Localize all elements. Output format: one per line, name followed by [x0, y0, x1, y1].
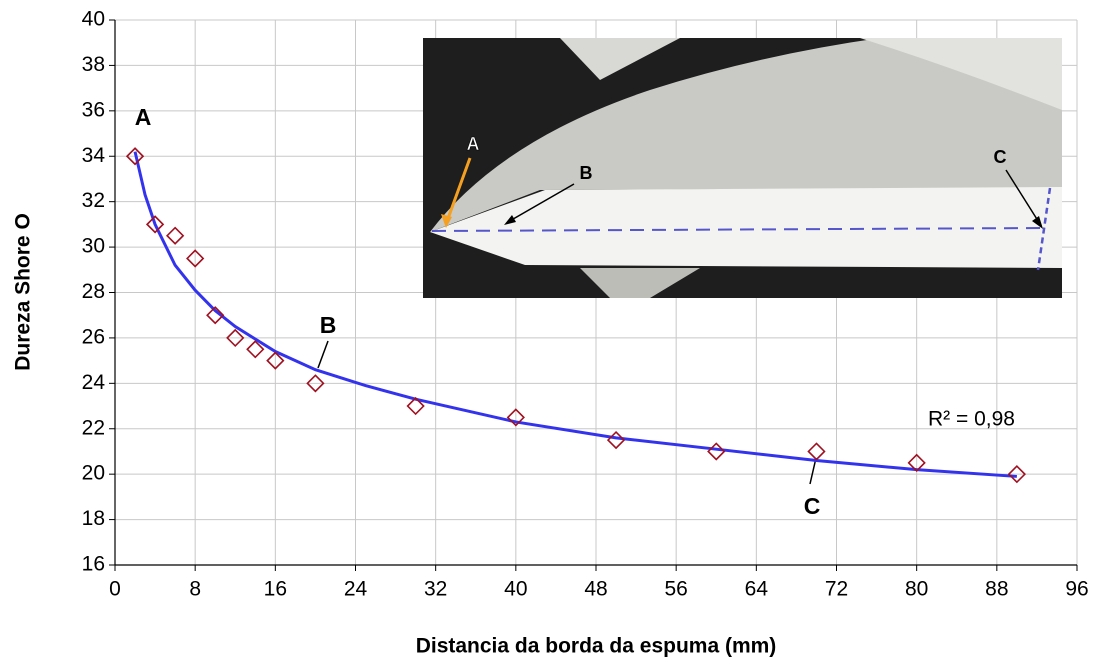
marker	[165, 226, 185, 245]
x-tick-label: 80	[905, 578, 928, 601]
marker	[206, 306, 225, 325]
x-tick-label: 72	[825, 578, 848, 601]
x-tick-label: 48	[584, 578, 607, 601]
photo-dashed-line	[1036, 187, 1052, 271]
annotation: R² = 0,98	[928, 408, 1015, 431]
photo-label: C	[994, 147, 1007, 167]
x-tick-label: 64	[745, 578, 769, 601]
marker	[125, 147, 145, 166]
marker	[506, 408, 525, 427]
photo-label: A	[467, 134, 480, 154]
y-tick-label: 34	[82, 144, 106, 167]
inset-photo: A B C	[423, 38, 1062, 298]
photo-label: B	[580, 163, 593, 183]
x-tick-label: 0	[109, 578, 121, 601]
photo-arrowhead	[1032, 216, 1043, 229]
marker	[606, 430, 626, 450]
photo-foam-top	[430, 38, 1062, 232]
x-tick-label: 16	[264, 578, 287, 601]
x-axis-title: Distancia da borda da espuma (mm)	[416, 635, 777, 658]
marker	[406, 396, 425, 416]
photo-dashed-line	[431, 227, 1046, 232]
annotation-leader	[809, 457, 817, 485]
y-tick-label: 32	[82, 189, 105, 212]
marker	[145, 215, 165, 234]
y-tick-label: 40	[82, 8, 105, 31]
y-tick-label: 38	[82, 53, 105, 76]
photo-foam-lower	[580, 268, 700, 298]
marker	[246, 340, 265, 359]
marker	[707, 442, 726, 461]
photo-foam-cut	[430, 187, 1062, 268]
photo-foam-back	[560, 38, 680, 80]
x-tick-label: 56	[664, 578, 687, 601]
x-tick-label: 32	[424, 578, 447, 601]
x-tick-label: 24	[344, 578, 368, 601]
photo-arrow	[444, 157, 472, 225]
photo-highlight	[860, 38, 1062, 110]
annotation-leader	[317, 340, 329, 369]
x-tick-label: 96	[1065, 578, 1088, 601]
annotation: C	[804, 493, 821, 519]
y-tick-label: 28	[82, 280, 105, 303]
annotation: A	[135, 104, 152, 130]
marker	[306, 374, 325, 393]
photo-arrowhead	[504, 215, 516, 225]
y-tick-label: 30	[82, 235, 105, 258]
x-tick-label: 8	[189, 578, 201, 601]
y-tick-label: 20	[82, 462, 105, 485]
x-tick-label: 40	[504, 578, 527, 601]
annotation: B	[320, 312, 337, 338]
photo-arrow	[507, 183, 575, 223]
y-tick-label: 24	[82, 371, 106, 394]
x-tick-label: 88	[985, 578, 1008, 601]
photo-arrow	[1005, 169, 1041, 225]
y-axis-title: Dureza Shore O	[12, 213, 35, 371]
y-tick-label: 22	[82, 416, 105, 439]
marker	[1007, 465, 1027, 484]
marker	[907, 453, 926, 472]
y-tick-label: 18	[82, 507, 105, 530]
photo-arrowhead	[441, 214, 452, 228]
y-tick-label: 36	[82, 98, 105, 121]
marker	[266, 351, 285, 370]
marker	[186, 249, 205, 268]
y-tick-label: 16	[82, 553, 105, 576]
trend-line	[133, 151, 1017, 478]
marker	[226, 328, 245, 348]
y-tick-label: 26	[82, 325, 105, 348]
marker	[807, 442, 826, 461]
